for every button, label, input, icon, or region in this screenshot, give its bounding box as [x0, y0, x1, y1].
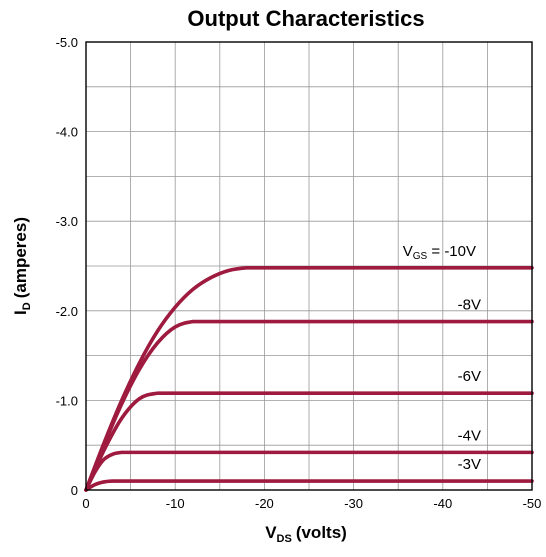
series-curve-2 [84, 391, 534, 492]
y-tick-label: -2.0 [56, 304, 78, 319]
x-tick-label: -40 [433, 496, 452, 511]
y-axis-label-sub: D [21, 302, 33, 310]
y-tick-label: -3.0 [56, 214, 78, 229]
x-tick-label: -50 [523, 496, 542, 511]
x-tick-label: 0 [82, 496, 89, 511]
x-tick-label: -30 [344, 496, 363, 511]
x-axis-label-sub: DS [277, 533, 292, 545]
series-label-2: -6V [458, 368, 481, 385]
y-tick-label: -1.0 [56, 393, 78, 408]
y-axis-label-main: I [11, 310, 30, 315]
series-label-3: -4V [458, 427, 481, 444]
series-label-4: -3V [458, 456, 481, 473]
plot-frame [85, 41, 533, 491]
series-curve-3 [84, 450, 534, 492]
series-label-0: VGS = -10V [403, 243, 476, 262]
series-curve-4 [84, 479, 534, 492]
x-axis-label-rest: (volts) [296, 523, 347, 542]
y-axis-label: ID (amperes) [11, 217, 33, 315]
series-labels: VGS = -10V -8V -6V -4V -3V [403, 243, 481, 473]
series-label-1: -8V [458, 297, 481, 314]
x-axis-label-main: V [265, 523, 277, 542]
x-tick-label: -10 [166, 496, 185, 511]
y-axis-label-rest: (amperes) [11, 217, 30, 298]
y-tick-label: -4.0 [56, 125, 78, 140]
tick-labels: 0 -10 -20 -30 -40 -50 0 -1.0 -2.0 -3.0 -4.0 -5.0 [56, 35, 542, 511]
y-tick-label: -5.0 [56, 35, 78, 50]
x-axis-label: VDS (volts) [265, 523, 347, 545]
chart-title: Output Characteristics [187, 6, 424, 31]
y-tick-label: 0 [71, 483, 78, 498]
series-curves [84, 265, 534, 492]
series-curve-1 [84, 319, 534, 492]
x-tick-label: -20 [255, 496, 274, 511]
